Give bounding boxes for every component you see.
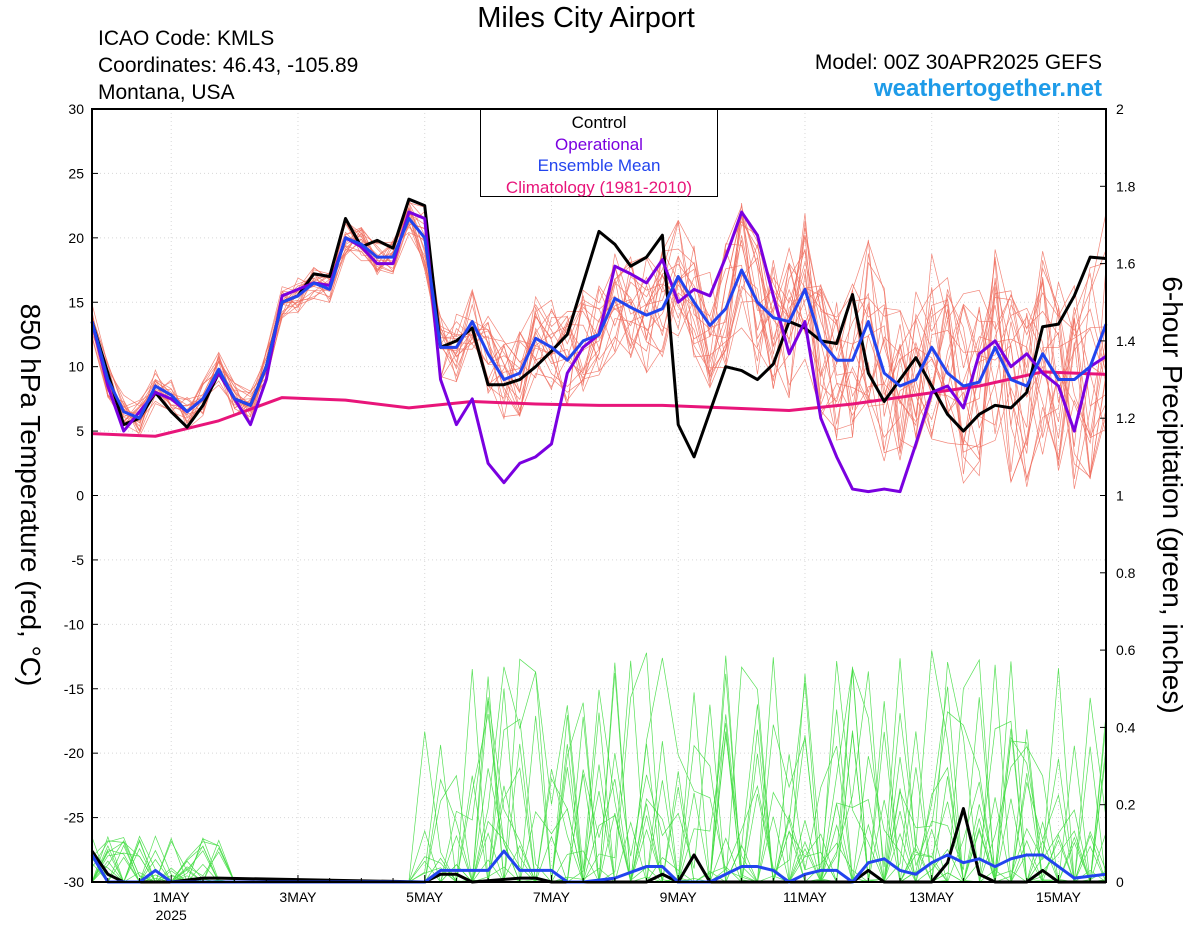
x-tick-label: 11MAY xyxy=(783,889,827,905)
left-tick-label: -30 xyxy=(64,874,84,890)
x-tick-label: 7MAY xyxy=(533,889,571,905)
ensemble-members-precipitation xyxy=(91,650,1107,884)
member-precip-line xyxy=(92,671,1107,883)
x-tick-year: 2025 xyxy=(156,907,187,923)
member-temp-line xyxy=(91,222,1107,477)
left-tick-label: 5 xyxy=(76,423,84,439)
left-tick-label: 15 xyxy=(68,294,84,310)
left-tick-label: -5 xyxy=(72,552,85,568)
member-precip-line xyxy=(91,664,1107,883)
member-precip-line xyxy=(91,662,1106,883)
x-tick-label: 15MAY xyxy=(1036,889,1082,905)
legend-operational: Operational xyxy=(555,134,643,154)
member-temp-line xyxy=(91,202,1107,448)
right-tick-label: 0 xyxy=(1116,874,1124,890)
right-tick-label: 2 xyxy=(1116,101,1124,117)
right-tick-label: 0.6 xyxy=(1116,642,1136,658)
right-tick-label: 0.4 xyxy=(1116,719,1136,735)
left-tick-label: 30 xyxy=(68,101,84,117)
legend: Control Operational Ensemble Mean Climat… xyxy=(480,109,718,197)
chart-series xyxy=(90,197,1108,884)
left-tick-label: 0 xyxy=(76,488,84,504)
member-temp-line xyxy=(91,223,1107,480)
x-tick-label: 5MAY xyxy=(406,889,444,905)
ensemble-mean-temp-line xyxy=(90,217,1108,420)
right-tick-label: 1.2 xyxy=(1116,410,1136,426)
ensemble-mean-precip-line xyxy=(90,849,1107,884)
member-precip-line xyxy=(91,673,1107,884)
right-tick-label: 1.8 xyxy=(1116,178,1136,194)
x-tick-label: 9MAY xyxy=(660,889,698,905)
left-tick-label: -15 xyxy=(64,681,84,697)
right-tick-label: 0.2 xyxy=(1116,797,1136,813)
right-tick-label: 1 xyxy=(1116,488,1124,504)
member-temp-line xyxy=(91,212,1107,453)
right-axis-ticks: 2 1.8 1.6 1.4 1.2 1 0.8 0.6 0.4 0.2 0 xyxy=(1100,101,1136,890)
x-tick-label: 1MAY xyxy=(153,889,191,905)
left-tick-label: -10 xyxy=(64,616,84,632)
x-axis-ticks: 1MAY 2025 3MAY 5MAY 7MAY 9MAY 11MAY 13MAY 15MAY xyxy=(107,875,1091,923)
control-precip-line xyxy=(90,807,1106,884)
member-temp-line xyxy=(91,205,1107,482)
legend-climatology: Climatology (1981-2010) xyxy=(505,177,693,197)
member-temp-line xyxy=(91,206,1107,484)
right-tick-label: 0.8 xyxy=(1116,565,1136,581)
x-tick-label: 3MAY xyxy=(279,889,317,905)
right-axis-label: 6-hour Precipitation (green, inches) xyxy=(1157,276,1188,714)
icao-code: ICAO Code: KMLS xyxy=(98,27,275,50)
coordinates: Coordinates: 46.43, -105.89 xyxy=(98,54,359,77)
member-precip-line xyxy=(92,660,1107,883)
member-precip-line xyxy=(91,661,1107,883)
page-title: Miles City Airport xyxy=(477,2,695,34)
left-tick-label: 20 xyxy=(68,230,84,246)
left-axis-label: 850 hPa Temperature (red, °C) xyxy=(15,303,46,687)
right-tick-label: 1.4 xyxy=(1116,333,1136,349)
member-precip-line xyxy=(91,688,1107,884)
left-tick-label: -20 xyxy=(64,745,84,761)
climatology-1981-2010-temp-line xyxy=(91,370,1107,438)
left-axis-ticks: 30 25 20 15 10 5 0 -5 -10 -15 -20 -25 -30 xyxy=(64,101,98,890)
ensemble-members-temperature xyxy=(91,200,1107,489)
x-tick-label: 13MAY xyxy=(909,889,955,905)
model-run: Model: 00Z 30APR2025 GEFS xyxy=(814,51,1102,74)
member-temp-line xyxy=(91,211,1107,475)
left-tick-label: -25 xyxy=(64,810,84,826)
legend-ensemble-mean: Ensemble Mean xyxy=(537,156,661,175)
member-precip-line xyxy=(91,666,1107,884)
location: Montana, USA xyxy=(98,81,235,104)
member-precip-line xyxy=(91,661,1107,884)
left-tick-label: 25 xyxy=(68,165,84,181)
right-tick-label: 1.6 xyxy=(1116,256,1136,272)
website-link[interactable]: weathertogether.net xyxy=(873,75,1102,102)
left-tick-label: 10 xyxy=(68,359,84,375)
member-precip-line xyxy=(91,670,1107,884)
legend-control: Control xyxy=(571,113,627,132)
